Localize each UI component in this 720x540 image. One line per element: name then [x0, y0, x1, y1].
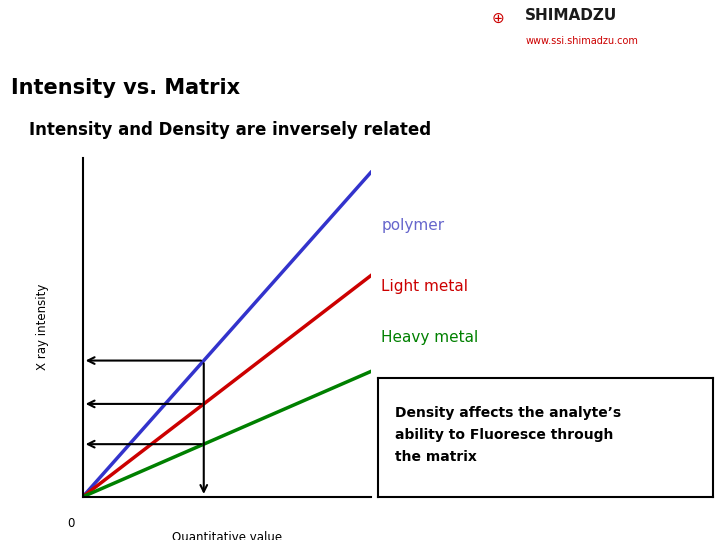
- Text: 0: 0: [68, 517, 75, 530]
- Text: Intensity and Density are inversely related: Intensity and Density are inversely rela…: [29, 122, 431, 139]
- Text: Light metal: Light metal: [382, 279, 468, 294]
- Text: ⊕: ⊕: [22, 514, 35, 529]
- Text: Heavy metal: Heavy metal: [382, 330, 479, 345]
- Polygon shape: [410, 0, 482, 57]
- Text: Quantitative value: Quantitative value: [172, 531, 282, 540]
- Text: Intensity vs. Matrix: Intensity vs. Matrix: [11, 78, 240, 98]
- Text: www.ssi.shimadzu.com: www.ssi.shimadzu.com: [525, 36, 638, 46]
- Text: polymer: polymer: [382, 218, 444, 233]
- Text: ⊕: ⊕: [492, 11, 505, 25]
- Text: X ray intensity: X ray intensity: [36, 284, 49, 370]
- Text: SHIMADZU: SHIMADZU: [525, 9, 618, 23]
- Text: Density affects the analyte’s
ability to Fluoresce through
the matrix: Density affects the analyte’s ability to…: [395, 406, 621, 464]
